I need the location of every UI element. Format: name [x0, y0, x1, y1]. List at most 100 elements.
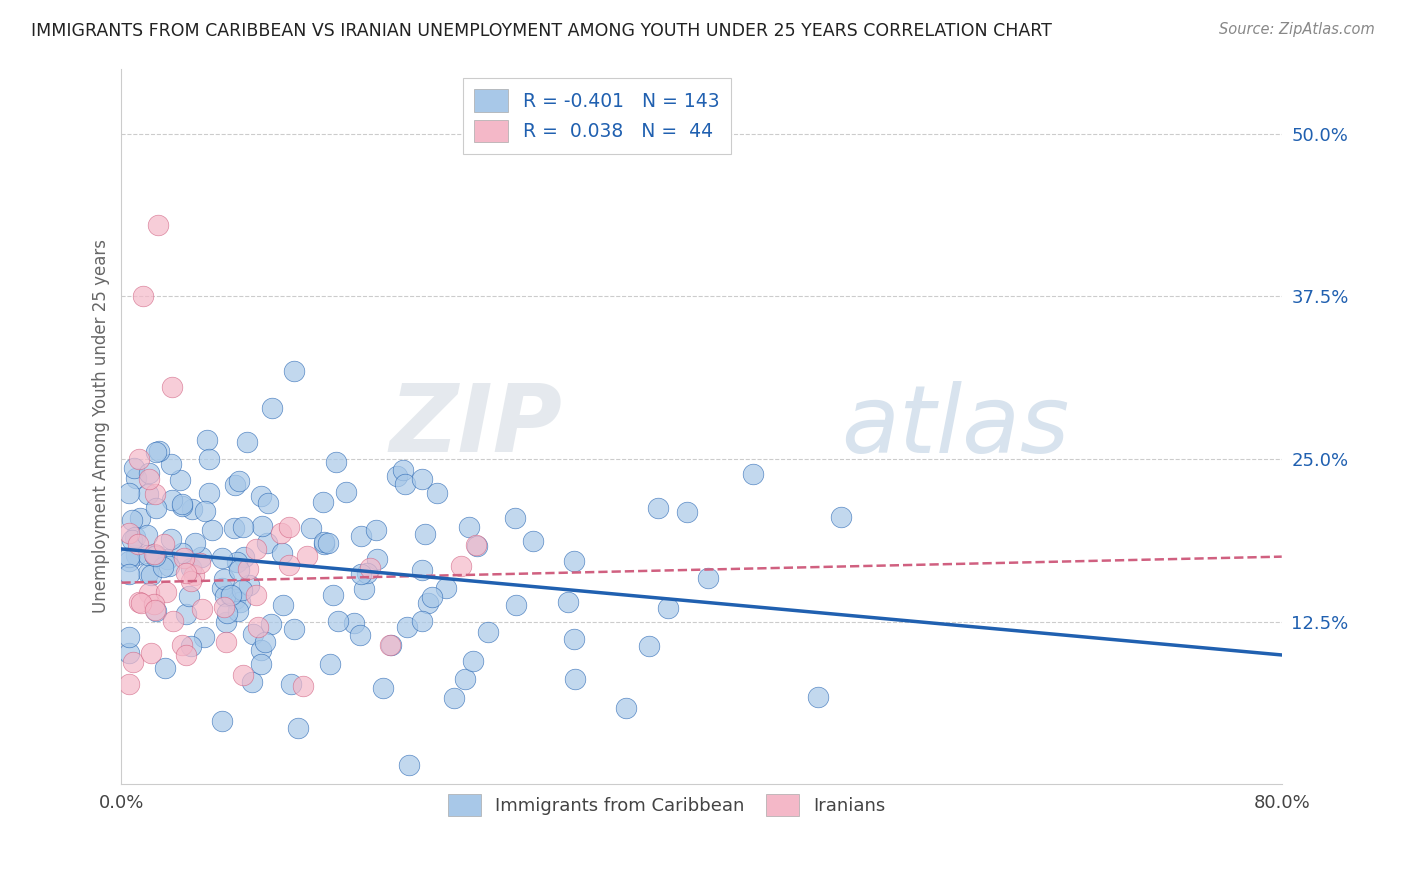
Point	[124, 530, 146, 544]
Point	[145, 549, 167, 563]
Point	[295, 549, 318, 563]
Point	[153, 661, 176, 675]
Point	[450, 559, 472, 574]
Point	[830, 509, 852, 524]
Point	[557, 595, 579, 609]
Point	[118, 630, 141, 644]
Point	[193, 630, 215, 644]
Point	[228, 563, 250, 577]
Point	[232, 549, 254, 564]
Point	[314, 535, 336, 549]
Point	[236, 562, 259, 576]
Point	[195, 434, 218, 448]
Point	[174, 566, 197, 580]
Point	[141, 568, 163, 582]
Point	[283, 623, 305, 637]
Point	[197, 452, 219, 467]
Point	[314, 537, 336, 551]
Point	[325, 455, 347, 469]
Point	[271, 598, 294, 612]
Point	[350, 566, 373, 581]
Point	[180, 574, 202, 588]
Point	[238, 577, 260, 591]
Point	[180, 639, 202, 653]
Point	[322, 588, 344, 602]
Point	[245, 588, 267, 602]
Text: atlas: atlas	[841, 381, 1069, 472]
Point	[257, 496, 280, 510]
Point	[145, 500, 167, 515]
Point	[128, 510, 150, 524]
Point	[562, 554, 585, 568]
Point	[465, 538, 488, 552]
Point	[366, 523, 388, 537]
Point	[174, 607, 197, 622]
Point	[172, 638, 194, 652]
Point	[118, 485, 141, 500]
Point	[231, 583, 253, 598]
Point	[118, 525, 141, 540]
Point	[138, 586, 160, 600]
Point	[260, 401, 283, 416]
Point	[411, 472, 433, 486]
Point	[141, 647, 163, 661]
Legend: Immigrants from Caribbean, Iranians: Immigrants from Caribbean, Iranians	[439, 786, 894, 825]
Point	[250, 519, 273, 533]
Point	[415, 526, 437, 541]
Point	[411, 614, 433, 628]
Point	[443, 690, 465, 705]
Point	[159, 532, 181, 546]
Point	[395, 620, 418, 634]
Point	[564, 672, 586, 686]
Point	[299, 521, 322, 535]
Y-axis label: Unemployment Among Youth under 25 years: Unemployment Among Youth under 25 years	[93, 239, 110, 614]
Point	[249, 489, 271, 503]
Point	[214, 600, 236, 615]
Point	[138, 472, 160, 486]
Point	[250, 657, 273, 672]
Point	[350, 529, 373, 543]
Point	[465, 540, 488, 554]
Point	[247, 620, 270, 634]
Point	[143, 487, 166, 501]
Point	[128, 595, 150, 609]
Point	[118, 567, 141, 582]
Point	[160, 492, 183, 507]
Point	[145, 445, 167, 459]
Point	[742, 467, 765, 481]
Point	[280, 677, 302, 691]
Point	[232, 668, 254, 682]
Point	[647, 501, 669, 516]
Point	[148, 443, 170, 458]
Point	[391, 463, 413, 477]
Point	[138, 467, 160, 481]
Point	[477, 625, 499, 640]
Point	[343, 615, 366, 630]
Point	[287, 721, 309, 735]
Point	[463, 655, 485, 669]
Point	[190, 602, 212, 616]
Point	[143, 548, 166, 562]
Point	[411, 563, 433, 577]
Point	[183, 567, 205, 582]
Point	[201, 524, 224, 538]
Point	[224, 478, 246, 492]
Point	[380, 638, 402, 652]
Point	[242, 627, 264, 641]
Point	[174, 648, 197, 663]
Point	[188, 556, 211, 570]
Point	[353, 582, 375, 596]
Point	[124, 548, 146, 562]
Point	[146, 218, 169, 232]
Point	[277, 558, 299, 573]
Point	[349, 628, 371, 642]
Point	[194, 503, 217, 517]
Point	[162, 614, 184, 628]
Point	[121, 513, 143, 527]
Point	[224, 592, 246, 607]
Point	[132, 289, 155, 303]
Point	[128, 452, 150, 467]
Point	[270, 546, 292, 560]
Point	[215, 615, 238, 629]
Point	[124, 461, 146, 475]
